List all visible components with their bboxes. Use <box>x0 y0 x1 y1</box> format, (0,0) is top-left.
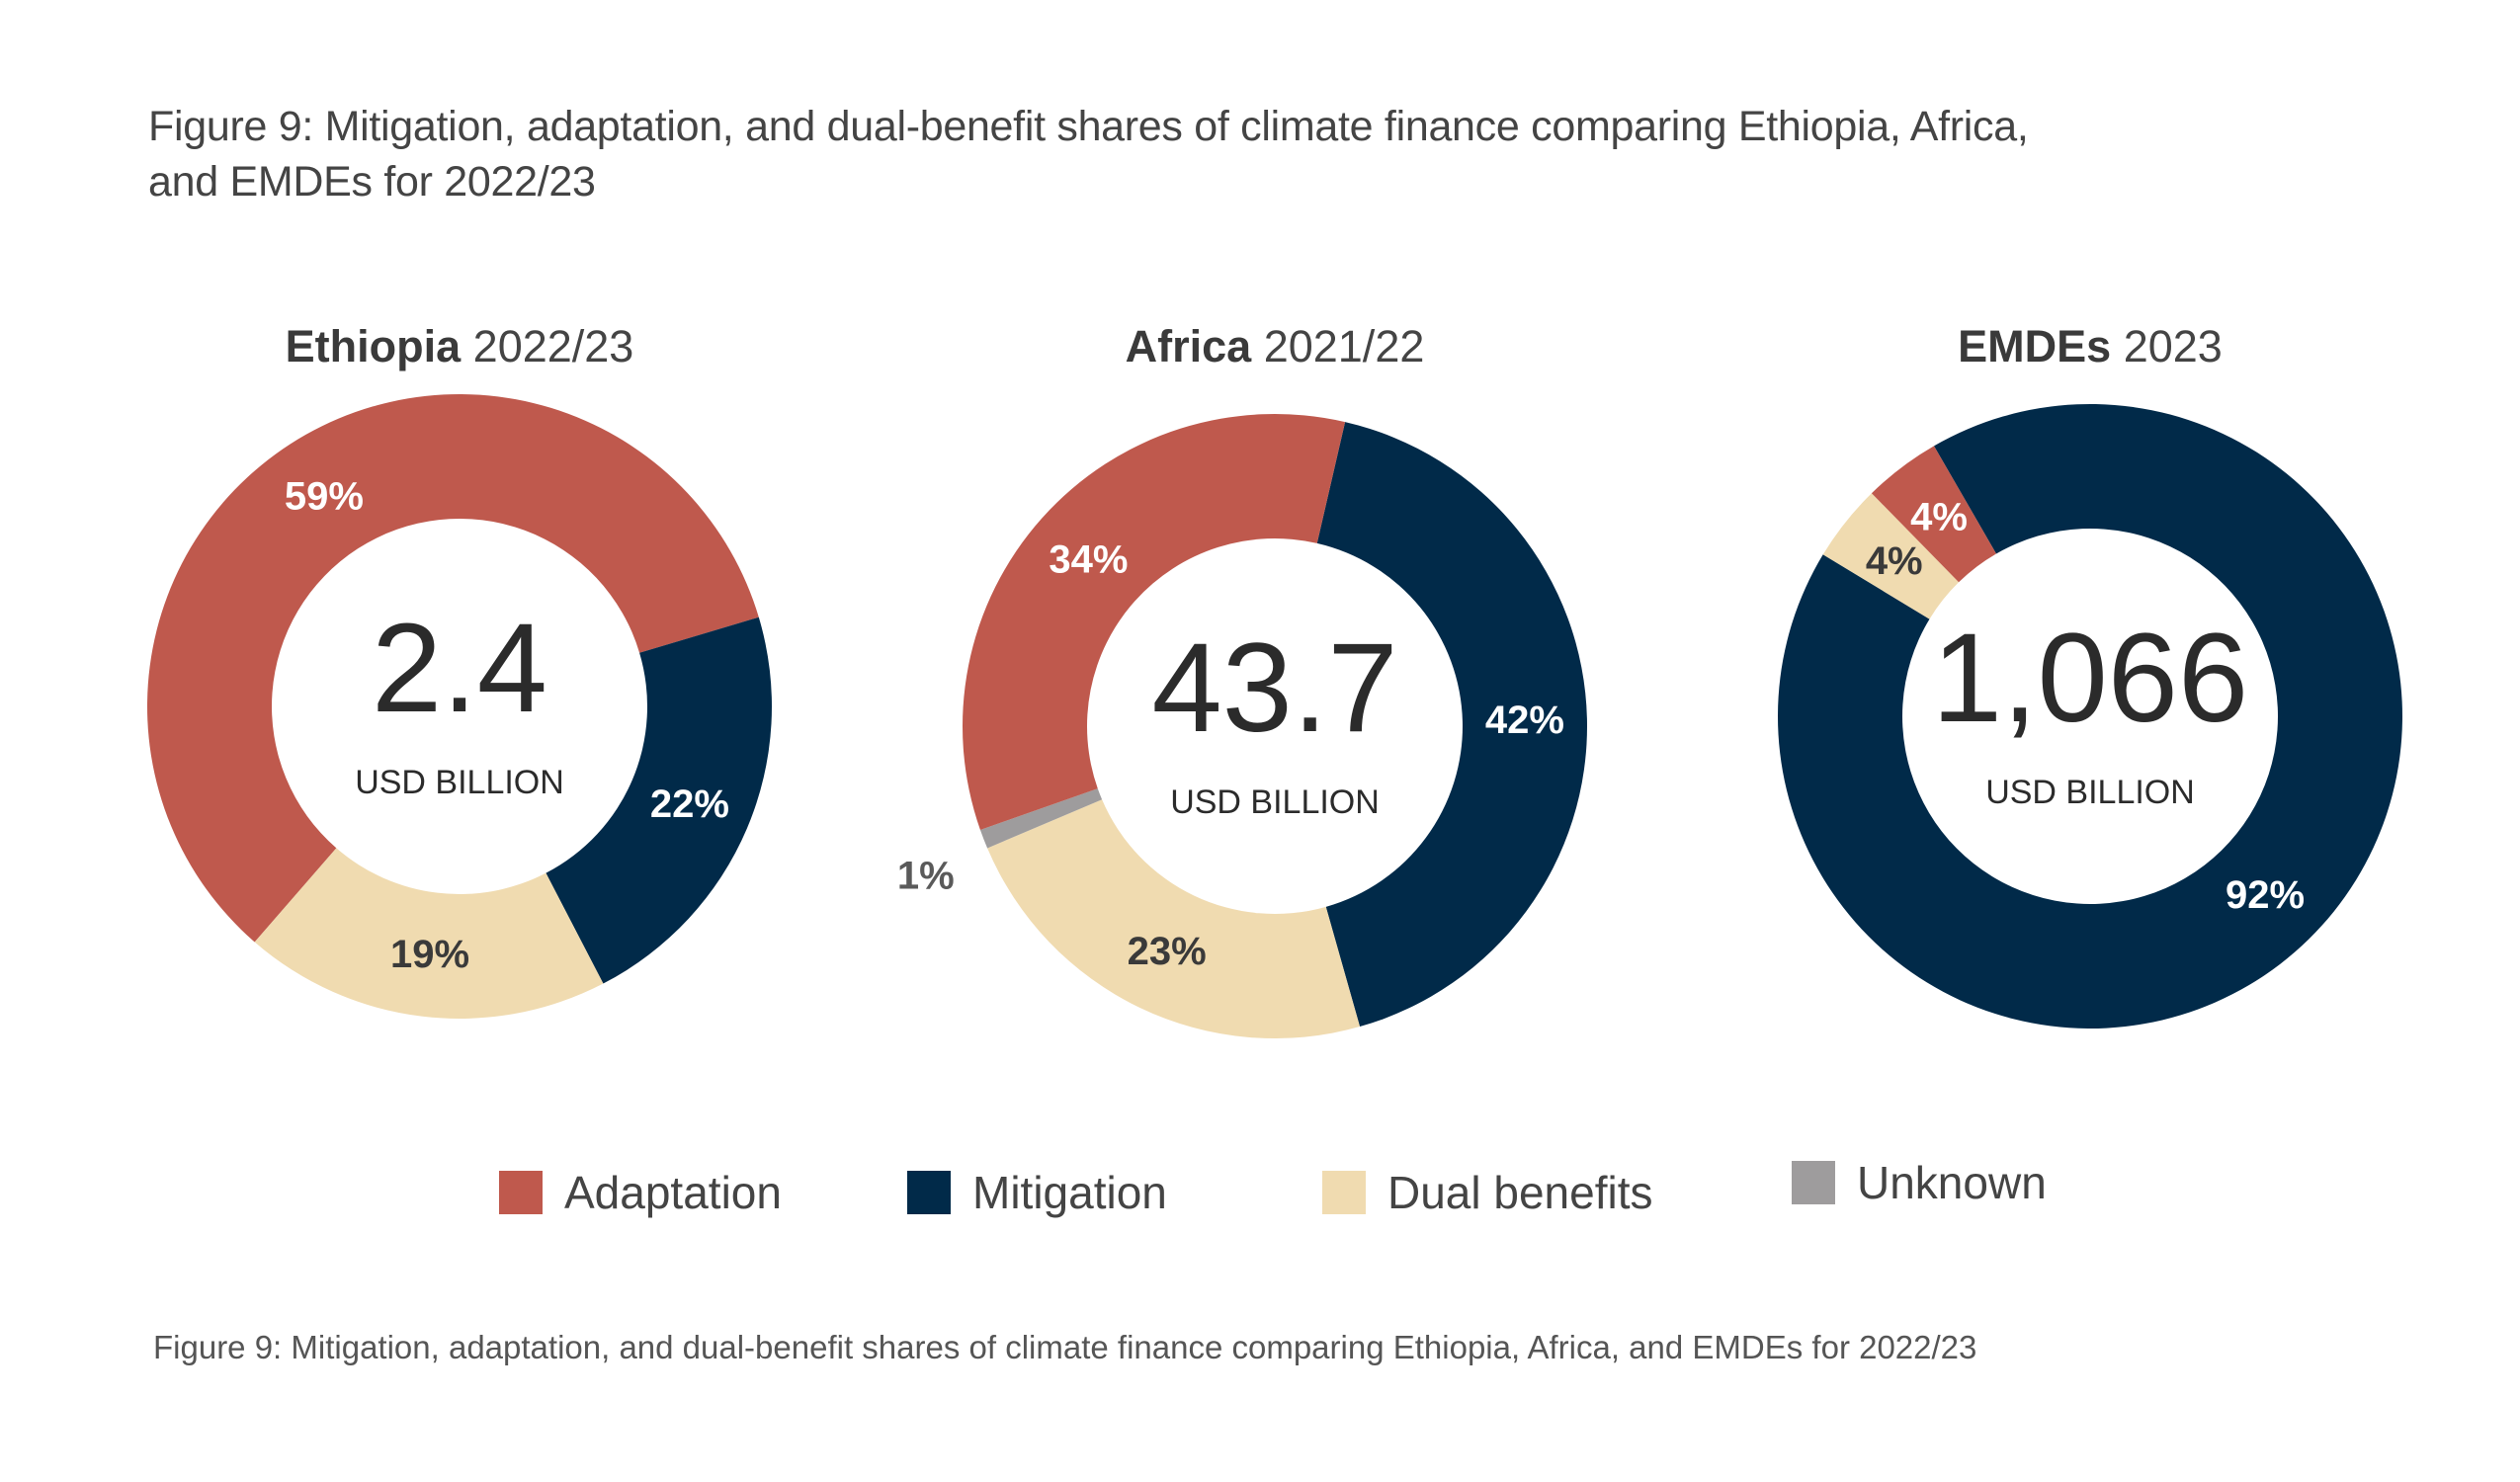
donut-slice-mitigation <box>546 617 773 984</box>
center-value: 2.4 <box>372 598 547 739</box>
center-unit: USD BILLION <box>1170 783 1380 821</box>
donut-slice-adaptation <box>147 394 759 943</box>
donut-title-period: 2021/22 <box>1263 321 1425 371</box>
slice-label-mitigation: 92% <box>2226 873 2305 917</box>
donut-slice-dual-benefits <box>254 848 604 1020</box>
donut-africa: 42% 23% 1% 34% 43.7 USD BILLION <box>897 414 1588 1038</box>
slice-label-dual-benefits: 23% <box>1128 930 1207 973</box>
slice-label-dual-benefits: 4% <box>1866 539 1923 583</box>
legend-label: Unknown <box>1857 1157 2047 1208</box>
figure-title-line-2: and EMDEs for 2022/23 <box>148 158 596 206</box>
figure-title-line-1: Figure 9: Mitigation, adaptation, and du… <box>148 103 2029 150</box>
legend-swatch-unknown <box>1792 1161 1835 1204</box>
legend-swatch-mitigation <box>907 1171 951 1214</box>
legend-label: Dual benefits <box>1387 1167 1653 1218</box>
slice-label-unknown: 1% <box>897 855 955 898</box>
donut-slice-unknown <box>979 788 1103 849</box>
slice-label-adaptation: 34% <box>1049 537 1128 581</box>
legend-swatch-dual-benefits <box>1322 1171 1366 1214</box>
donut-title-africa: Africa 2021/22 <box>1126 321 1425 372</box>
donut-title-emdes: EMDEs 2023 <box>1958 321 2223 372</box>
legend-item-adaptation: Adaptation <box>499 1166 782 1219</box>
slice-label-mitigation: 22% <box>650 782 729 826</box>
center-unit: USD BILLION <box>355 764 564 801</box>
donut-title-bold: EMDEs <box>1958 321 2112 371</box>
donut-title-period: 2023 <box>2123 321 2223 371</box>
slice-label-adaptation: 59% <box>285 474 364 518</box>
donut-slice-mitigation <box>1316 422 1588 1028</box>
legend-label: Adaptation <box>564 1167 782 1218</box>
legend: Adaptation Mitigation Dual benefits Unkn… <box>0 1156 2520 1235</box>
donut-title-ethiopia: Ethiopia 2022/23 <box>286 321 634 372</box>
legend-item-mitigation: Mitigation <box>907 1166 1167 1219</box>
center-value: 43.7 <box>1151 618 1397 759</box>
donut-slice-dual-benefits <box>987 799 1361 1038</box>
legend-item-unknown: Unknown <box>1792 1156 2047 1209</box>
figure-title: Figure 9: Mitigation, adaptation, and du… <box>148 99 2224 209</box>
donut-title-bold: Ethiopia <box>285 321 462 371</box>
slice-label-mitigation: 42% <box>1485 699 1564 742</box>
legend-label: Mitigation <box>972 1167 1167 1218</box>
donut-slice-dual-benefits <box>1822 493 1960 619</box>
donut-slice-adaptation <box>1871 446 1996 583</box>
donut-title-bold: Africa <box>1125 321 1252 371</box>
donut-slice-mitigation <box>1777 404 2402 1029</box>
donut-title-period: 2022/23 <box>472 321 634 371</box>
donut-slice-adaptation <box>963 414 1346 830</box>
center-value: 1,066 <box>1932 608 2248 749</box>
legend-item-dual-benefits: Dual benefits <box>1322 1166 1653 1219</box>
donut-ethiopia: 59% 22% 19% 2.4 USD BILLION <box>147 394 773 1020</box>
legend-swatch-adaptation <box>499 1171 543 1214</box>
slice-label-adaptation: 4% <box>1910 495 1968 538</box>
center-unit: USD BILLION <box>1985 774 2195 811</box>
slice-label-dual-benefits: 19% <box>390 933 469 976</box>
figure-caption: Figure 9: Mitigation, adaptation, and du… <box>153 1329 1977 1365</box>
